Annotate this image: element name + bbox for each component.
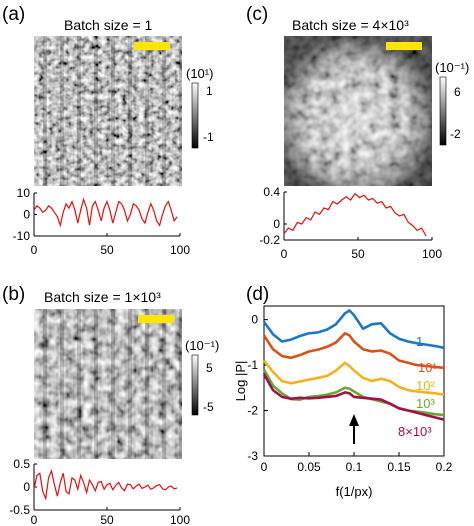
panel-d-series-line (262, 359, 445, 396)
panel-c-colorbar-exponent: (10⁻¹) (435, 60, 469, 75)
panel-b-colorbar-tick-low: -5 (203, 400, 214, 414)
panel-d-y-tick-label: -3 (247, 449, 258, 463)
panel-b-x-tick-label: 100 (170, 513, 190, 526)
panel-d-x-tick-label: 0.05 (297, 460, 321, 474)
panel-d-x-axis-label: f(1/px) (336, 484, 373, 499)
panel-d-series-label: 8×10³ (398, 424, 432, 439)
panel-a-x-tick-label: 0 (31, 243, 38, 257)
panel-d-y-tick-label: 0 (251, 313, 258, 327)
panel-b-colorbar-exponent: (10⁻¹) (185, 338, 219, 353)
panel-b-trace (33, 468, 178, 501)
panel-b-scalebar (138, 315, 174, 323)
panel-b-y-tick-label: 0.5 (13, 457, 30, 471)
panel-a-colorbar-exponent: (10¹) (186, 66, 213, 81)
panel-b-label: (b) (2, 284, 25, 305)
panel-c-y-tick-label: 0 (273, 217, 280, 231)
panel-c-label: (c) (246, 4, 268, 25)
panel-b-x-tick-label: 50 (100, 513, 114, 526)
panel-b-y-tick-label: 0 (23, 480, 30, 494)
panel-d-series-line (262, 309, 445, 350)
panel-b-x-tick-label: 0 (31, 513, 38, 526)
panel-c-trace (283, 192, 427, 237)
panel-b-colorbar-tick-high: 5 (206, 361, 213, 375)
panel-d-series-line (262, 331, 445, 370)
panel-b-colorbar (191, 354, 199, 416)
panel-d-series-label: 1 (416, 334, 423, 349)
panel-d-x-tick-label: 0.2 (436, 460, 453, 474)
panel-d-y-axis-label: Log |P| (233, 361, 248, 402)
panel-d-y-tick-label: -2 (247, 404, 258, 418)
panel-c-x-tick-label: 100 (422, 247, 442, 261)
panel-a-scalebar (134, 42, 170, 50)
panel-c-x-tick-label: 50 (351, 247, 365, 261)
panel-d-series-label: 10² (416, 378, 435, 393)
panel-c-y-tick-label: -0.2 (259, 233, 280, 247)
panel-b-image-stripes (34, 309, 182, 459)
panel-a-colorbar (191, 82, 199, 149)
panel-d-series-label: 10³ (416, 396, 435, 411)
panel-a-y-tick-label: 10 (17, 186, 31, 200)
panel-b-title: Batch size = 1×10³ (44, 289, 161, 305)
panel-d-series-label: 10¹ (418, 360, 437, 375)
panel-a-x-tick-label: 100 (170, 243, 190, 257)
panel-c-x-tick-label: 0 (281, 247, 288, 261)
panel-c-y-tick-label: 0.4 (263, 185, 280, 199)
panel-d-arrow-head (349, 414, 359, 426)
panel-d-line-chart: 0-1-2-30 0.05 0.1 0.15 0.2f(1/px)Log |P|110¹… (233, 305, 453, 499)
panel-b-y-tick-label: -0.5 (9, 503, 30, 517)
panel-d-y-tick-label: -1 (247, 358, 258, 372)
panel-a-trace (33, 197, 178, 228)
panel-a-colorbar-tick-high: 1 (206, 84, 213, 98)
panel-d-series-line (262, 373, 445, 421)
panel-a-x-tick-label: 50 (100, 243, 114, 257)
panel-a-line-chart: 100-100 50 100 (13, 186, 191, 257)
panel-c-colorbar-tick-high: 6 (454, 85, 461, 99)
panel-d-label: (d) (246, 284, 269, 305)
panel-a-y-tick-label: -10 (13, 229, 31, 243)
panel-a-colorbar-tick-low: -1 (203, 130, 214, 144)
panel-b-line-chart: 0.50-0.50 50 100 (9, 457, 190, 526)
panel-c-colorbar (439, 76, 447, 146)
panel-a-label: (a) (2, 4, 25, 25)
panel-c-image-glow (284, 36, 432, 186)
panel-d-x-tick-label: 0.15 (387, 460, 411, 474)
panel-d-x-tick-label: 0 (261, 460, 268, 474)
panel-c-colorbar-tick-low: -2 (450, 127, 461, 141)
panel-a-title: Batch size = 1 (64, 17, 153, 33)
panel-d-x-tick-label: 0.1 (346, 460, 363, 474)
panel-a-y-tick-label: 0 (23, 208, 30, 222)
panel-c-line-chart: 0.40-0.20 50 100 (259, 185, 442, 261)
panel-c-title: Batch size = 4×10³ (292, 17, 409, 33)
panel-a-image-stripes (34, 36, 182, 186)
panel-c-scalebar (386, 42, 422, 50)
